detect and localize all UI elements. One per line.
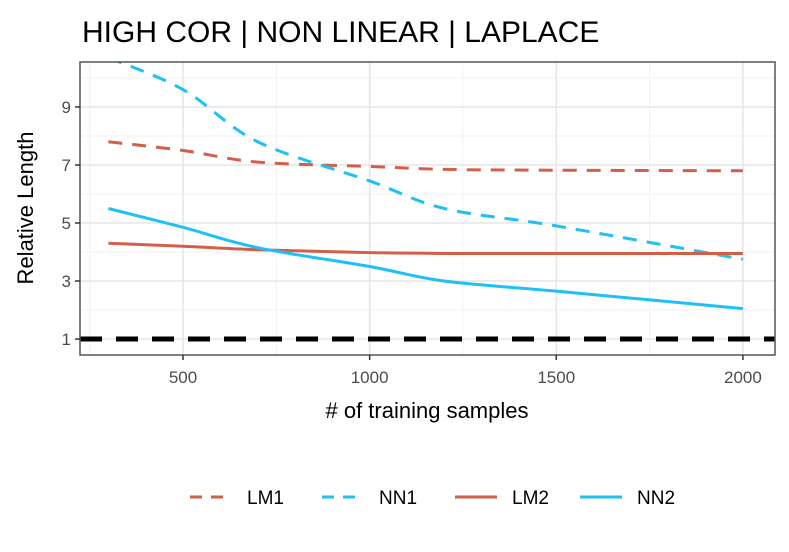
y-tick-label: 7: [62, 156, 71, 175]
axis-ticks: 500 1000 1500 2000 1 3 5 7 9: [62, 98, 762, 387]
legend-label: NN1: [379, 488, 417, 509]
y-tick-label: 9: [62, 98, 71, 117]
series-line-nn2: [107, 207, 744, 311]
series-line-lm2: [108, 241, 743, 256]
y-axis-label: Relative Length: [13, 132, 38, 285]
legend-label: NN2: [637, 488, 675, 509]
legend-item-lm1: LM1: [190, 488, 284, 509]
legend-item-lm2: LM2: [455, 488, 549, 509]
y-tick-label: 1: [62, 330, 71, 349]
panel-border: [79, 61, 776, 356]
y-tick-label: 3: [62, 272, 71, 291]
legend-item-nn1: NN1: [322, 488, 417, 509]
x-tick-label: 2000: [724, 368, 762, 387]
x-axis-label: # of training samples: [326, 398, 529, 423]
legend: LM1 NN1 LM2 NN2: [190, 488, 675, 509]
x-tick-label: 1500: [537, 368, 575, 387]
series-line-lm1: [108, 140, 743, 173]
legend-label: LM1: [247, 488, 284, 509]
x-tick-label: 1000: [351, 368, 389, 387]
x-tick-label: 500: [169, 368, 197, 387]
legend-label: LM2: [512, 488, 549, 509]
series-line-nn1: [115, 62, 744, 261]
series-lines: [80, 62, 775, 342]
y-tick-label: 5: [62, 214, 71, 233]
legend-item-nn2: NN2: [580, 488, 675, 509]
chart-title: HIGH COR | NON LINEAR | LAPLACE: [82, 16, 599, 49]
plot-panel: [80, 62, 775, 355]
